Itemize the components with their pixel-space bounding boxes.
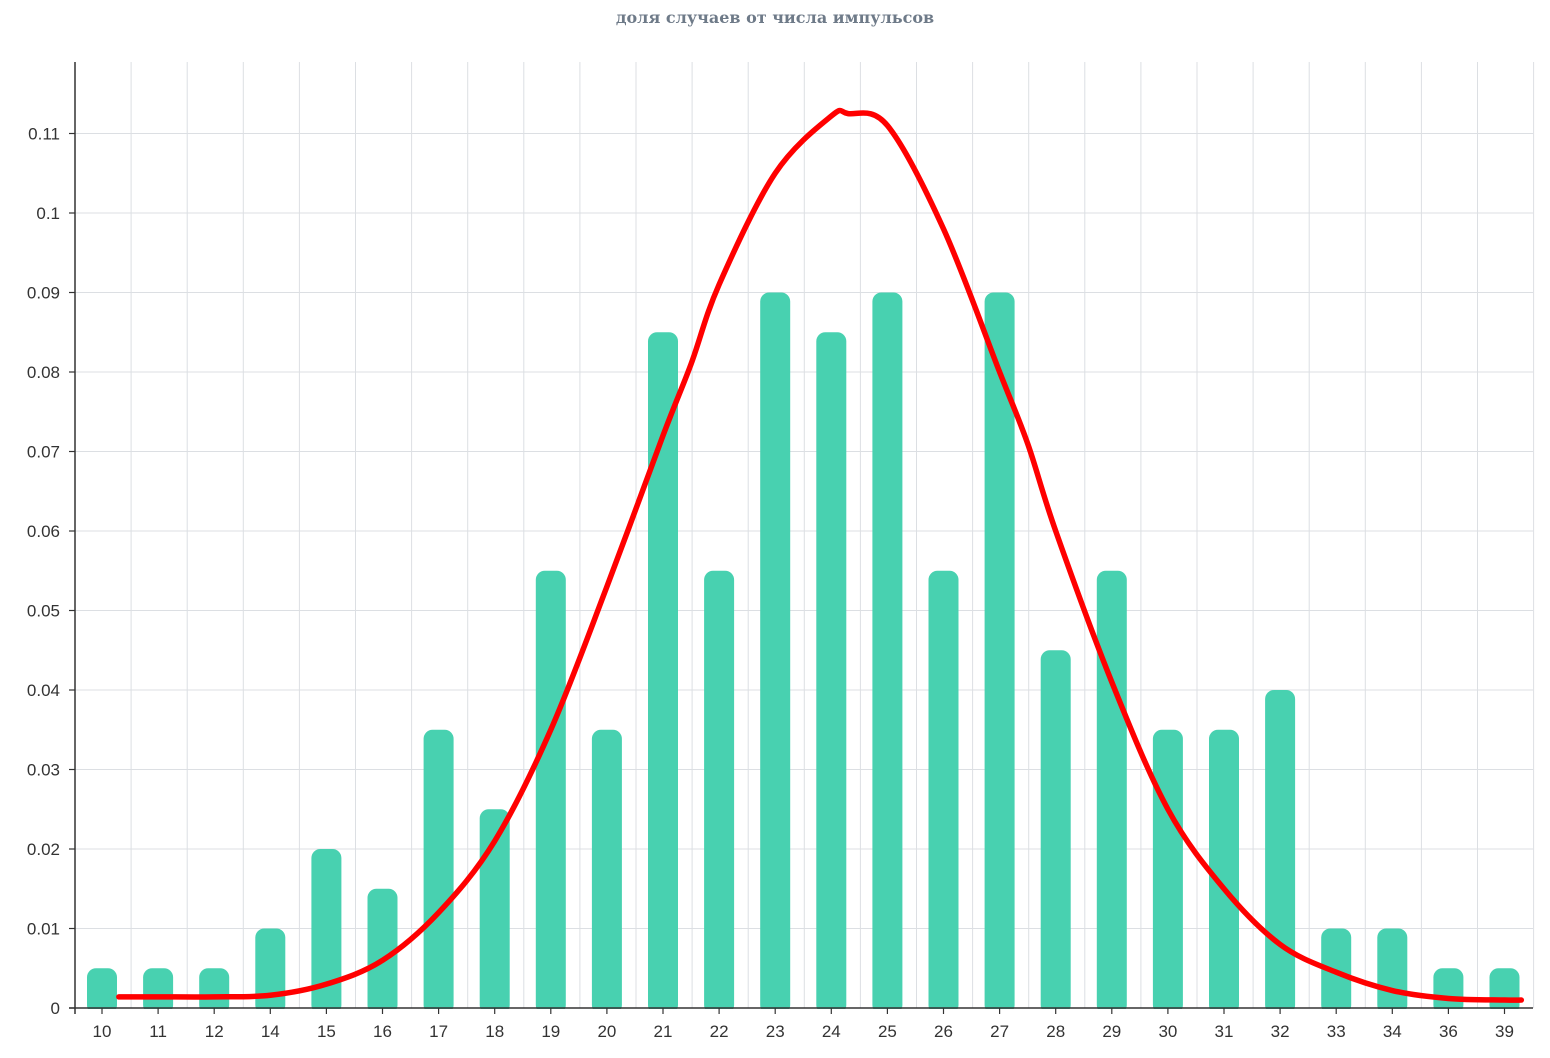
- bar-15: [311, 849, 342, 1014]
- bar-22: [704, 570, 735, 1014]
- bar-20: [591, 729, 622, 1014]
- x-tick-label: 26: [934, 1022, 953, 1041]
- bars: [76, 292, 1534, 1021]
- bar-14: [255, 928, 286, 1014]
- y-tick-label: 0.01: [27, 920, 60, 939]
- trend-curve: [116, 107, 1525, 1003]
- bar-29: [1096, 570, 1127, 1014]
- bar-17: [423, 729, 454, 1014]
- x-tick-label: 16: [373, 1022, 392, 1041]
- x-tick-label: 18: [485, 1022, 504, 1041]
- bar-27: [984, 292, 1015, 1014]
- x-tick-label: 34: [1383, 1022, 1402, 1041]
- bar-16: [367, 888, 398, 1014]
- bar-23: [760, 292, 791, 1014]
- bar-10: [87, 968, 117, 1014]
- bar-34: [1377, 928, 1408, 1014]
- y-tick-label: 0.08: [27, 363, 60, 382]
- x-tick-label: 29: [1102, 1022, 1121, 1041]
- bar-21: [648, 332, 678, 1014]
- bar-26: [928, 570, 959, 1014]
- bar-39: [1489, 968, 1520, 1014]
- y-tick-label: 0.03: [27, 761, 60, 780]
- x-tick-label: 10: [93, 1022, 112, 1041]
- y-tick-label: 0.11: [28, 125, 60, 144]
- x-tick-labels: 10 11 12 14 15 16 17 18 19 20 21 22 23 24 25 26 27 28 29 30…: [93, 1008, 1514, 1041]
- x-tick-label: 17: [429, 1022, 448, 1041]
- y-tick-label: 0.09: [27, 284, 60, 303]
- x-tick-label: 24: [822, 1022, 841, 1041]
- x-tick-label: 31: [1215, 1022, 1234, 1041]
- x-tick-label: 15: [317, 1022, 336, 1041]
- axes: [69, 62, 1533, 1014]
- y-tick-label: 0.05: [27, 602, 60, 621]
- bar-32: [1265, 690, 1296, 1014]
- y-tick-label: 0.06: [27, 522, 60, 541]
- bar-30: [1152, 729, 1183, 1014]
- x-tick-label: 22: [710, 1022, 729, 1041]
- y-tick-label: 0.07: [27, 443, 60, 462]
- x-tick-label: 23: [766, 1022, 785, 1041]
- bar-11: [143, 968, 174, 1014]
- bar-24: [816, 332, 847, 1014]
- bar-28: [1040, 650, 1071, 1014]
- axis-mask: [76, 1009, 1534, 1021]
- x-tick-label: 36: [1439, 1022, 1458, 1041]
- bar-31: [1209, 729, 1239, 1014]
- x-tick-label: 39: [1495, 1022, 1514, 1041]
- chart-title: доля случаев от числа импульсов: [615, 8, 935, 27]
- x-tick-label: 30: [1158, 1022, 1177, 1041]
- y-tick-label: 0.1: [36, 204, 60, 223]
- y-tick-labels: 0 0.01 0.02 0.03 0.04 0.05 0.06 0.07 0.08 0.09 0.1…: [27, 125, 75, 1018]
- y-tick-label: 0: [51, 999, 60, 1018]
- bar-12: [199, 968, 230, 1014]
- bar-25: [872, 292, 903, 1014]
- x-tick-label: 32: [1271, 1022, 1290, 1041]
- x-tick-label: 19: [541, 1022, 560, 1041]
- x-tick-label: 12: [205, 1022, 224, 1041]
- bar-36: [1433, 968, 1464, 1014]
- x-tick-label: 28: [1046, 1022, 1065, 1041]
- y-tick-label: 0.02: [27, 840, 60, 859]
- x-tick-label: 21: [654, 1022, 673, 1041]
- trend-curve-line: [116, 107, 1525, 1003]
- x-tick-label: 25: [878, 1022, 897, 1041]
- bar-18: [479, 809, 510, 1014]
- x-tick-label: 27: [990, 1022, 1009, 1041]
- x-tick-label: 11: [149, 1022, 167, 1041]
- bar-19: [535, 570, 566, 1014]
- x-tick-label: 33: [1327, 1022, 1346, 1041]
- y-tick-label: 0.04: [27, 681, 60, 700]
- x-tick-label: 20: [597, 1022, 616, 1041]
- grid: [75, 62, 1535, 1009]
- x-tick-label: 14: [261, 1022, 280, 1041]
